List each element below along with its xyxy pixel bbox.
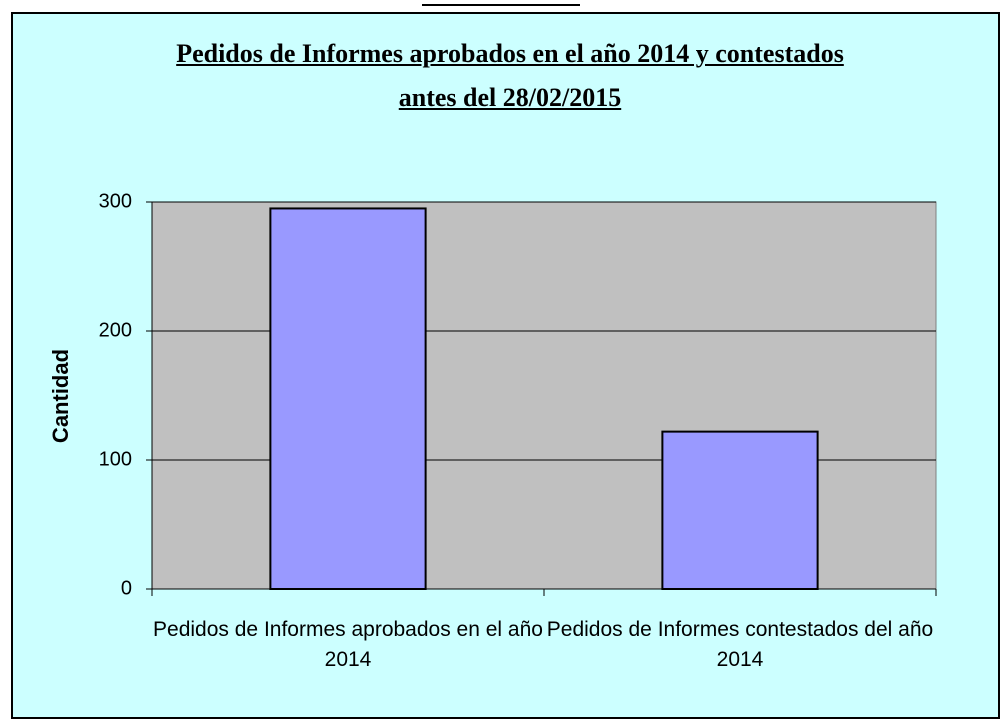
y-tick-label: 100 (99, 448, 132, 470)
y-tick-label: 0 (121, 577, 132, 599)
title-box: Pedidos de Informes aprobados en el año … (176, 39, 844, 112)
x-tick-label: Pedidos de Informes aprobados en el año … (153, 618, 543, 671)
x-tick-label: Pedidos de Informes contestados del año … (546, 618, 934, 671)
y-tick-label: 300 (99, 190, 132, 212)
y-axis-label: Cantidad (48, 349, 73, 443)
x-tick-label-box: Pedidos de Informes contestados del año … (546, 618, 934, 671)
chart-title: Pedidos de Informes aprobados en el año … (176, 39, 844, 112)
bar (269, 207, 427, 590)
y-tick-label: 200 (99, 319, 132, 341)
x-tick-label-box: Pedidos de Informes aprobados en el año … (153, 618, 543, 671)
bar (661, 430, 819, 590)
